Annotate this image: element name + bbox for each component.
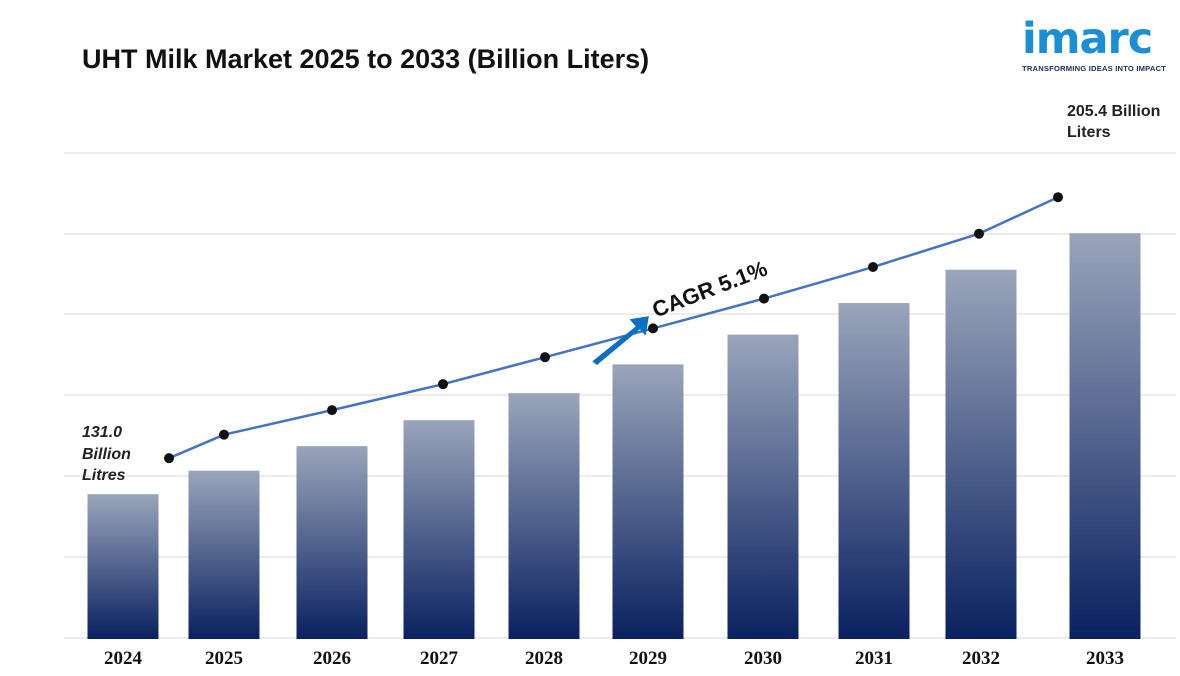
bar-2025 [188,470,260,639]
start-unit-label-2: Litres [82,467,126,484]
start-unit-label: Billion [82,446,131,463]
x-tick-label-2027: 2027 [420,648,459,669]
trend-point-2031 [868,262,878,273]
logo-wordmark: imarc [1022,14,1153,64]
bar-2032 [945,269,1017,639]
chart-title: UHT Milk Market 2025 to 2033 (Billion Li… [82,44,650,74]
trend-point-2032 [974,228,984,239]
cagr-arrow-icon [592,316,649,366]
trend-line [164,192,1063,464]
start-value-label: 131.0 [82,424,122,441]
x-tick-label-2033: 2033 [1086,648,1124,669]
trend-point-2024 [164,453,174,464]
x-tick-label-2028: 2028 [525,648,563,669]
bar-2029 [612,364,684,639]
x-tick-label-2029: 2029 [629,648,667,669]
x-tick-label-2031: 2031 [855,648,893,669]
x-tick-label-2025: 2025 [205,648,243,669]
trend-point-2033 [1053,192,1063,203]
bar-2027 [403,420,475,639]
end-value-label: 205.4 Billion [1067,103,1160,120]
trend-point-2030 [759,293,769,304]
end-unit-label: Liters [1067,124,1111,141]
bar-2024 [87,494,159,639]
bar-2031 [838,303,910,639]
logo-tagline: TRANSFORMING IDEAS INTO IMPACT [1022,64,1167,73]
x-tick-label-2032: 2032 [962,648,1000,669]
bar-2030 [727,334,799,639]
bar-2028 [508,393,580,639]
x-tick-labels: 2024 2025 2026 2027 2028 2029 2030 2031 2032 2033 [104,648,1124,669]
x-tick-label-2024: 2024 [104,648,143,669]
trend-point-2025 [219,429,229,440]
trend-polyline [168,196,1059,460]
trend-point-2026 [327,405,337,416]
imarc-logo: imarc TRANSFORMING IDEAS INTO IMPACT [1022,14,1172,73]
trend-point-2029 [648,323,658,334]
trend-point-2027 [438,379,448,390]
x-tick-label-2026: 2026 [313,648,351,669]
bar-2033 [1069,233,1141,639]
bar-2026 [296,446,368,639]
trend-point-2028 [540,352,550,363]
x-tick-label-2030: 2030 [744,648,782,669]
bars [87,233,1141,639]
